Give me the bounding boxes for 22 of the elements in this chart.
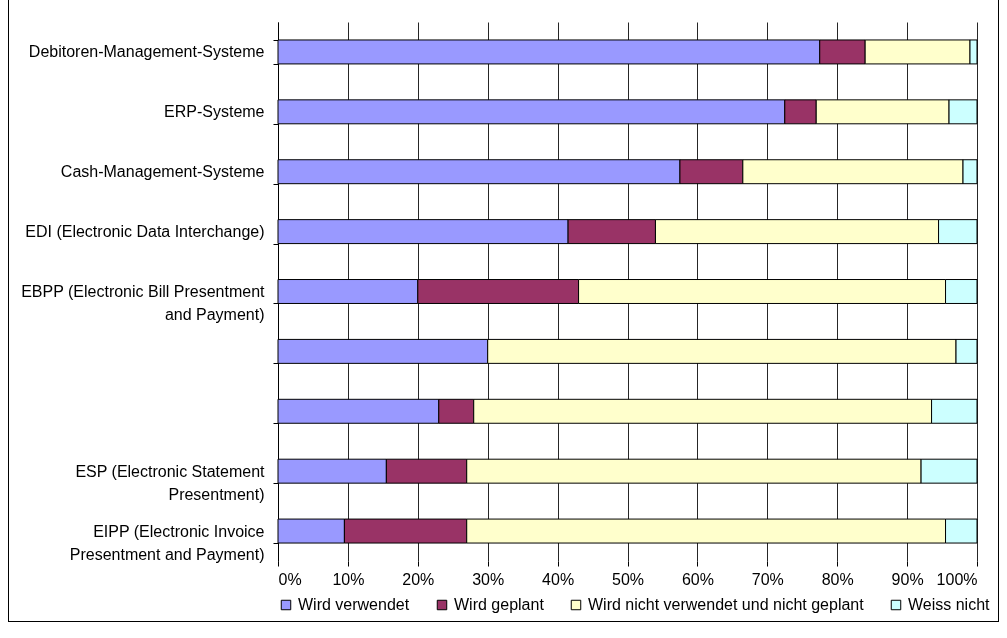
x-tick-label: 30% [472,570,505,588]
y-tick-label: EBPP (Electronic Bill Presentment and Payment) [21,283,266,323]
x-tick-label: 70% [751,570,784,588]
x-tick-label: 50% [611,570,645,588]
legend-label: Wird verwendet [298,596,410,613]
legend-label: Wird nicht verwendet und nicht geplant [588,596,865,613]
x-tick-label: 90% [891,570,924,588]
x-tick-label: 100% [936,570,978,588]
x-tick-label: 60% [681,570,714,588]
y-tick-label: ESP (Electronic Statement Presentment) [75,462,266,503]
y-tick-label: EIPP (Electronic Invoice Presentment and Payment) [69,522,265,563]
x-tick-label: 80% [821,570,854,588]
x-tick-label: 0% [278,570,302,588]
y-tick-label: EDI (Electronic Data Interchange) [25,223,265,241]
y-tick-label: ERP-Systeme [164,103,265,121]
legend-label: Wird geplant [454,596,545,613]
x-tick-label: 10% [332,570,365,588]
x-tick-label: 20% [402,570,435,588]
y-tick-label: Cash-Management-Systeme [60,163,265,181]
legend-label: Weiss nicht [908,596,991,613]
y-tick-label: Debitoren-Management-Systeme [28,43,265,61]
x-tick-label: 40% [542,570,575,588]
